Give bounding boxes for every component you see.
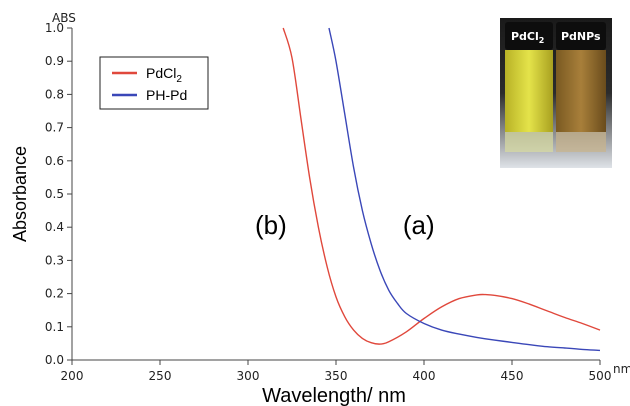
x-tick-label: 400 xyxy=(413,369,436,383)
x-axis-title: Wavelength/ nm xyxy=(262,385,406,406)
y-tick-label: 0.6 xyxy=(45,154,64,168)
vial-pdcl2-liquid xyxy=(505,50,553,132)
y-tick-label: 0.8 xyxy=(45,87,64,101)
series-line-ph-pd xyxy=(328,27,601,352)
x-tick-label: 500 xyxy=(589,369,612,383)
y-tick-label: 0.2 xyxy=(45,287,64,301)
legend-label-ph-pd: PH-Pd xyxy=(146,87,187,103)
photo-label-pdnps: PdNPs xyxy=(561,30,601,43)
x-tick-group: 200 250 300 350 400 450 500 xyxy=(61,360,612,383)
vial-pdnps-cap xyxy=(556,22,606,50)
x-tick-label: 200 xyxy=(61,369,84,383)
annotation-a: (a) xyxy=(403,210,435,240)
y-unit-label: ABS xyxy=(52,11,76,25)
y-tick-label: 0.3 xyxy=(45,253,64,267)
vial-pdnps-base xyxy=(556,132,606,152)
legend: PdCl2 PH-Pd xyxy=(99,56,209,110)
series-line-pdcl2 xyxy=(282,27,601,345)
y-tick-group: 0.0 0.1 0.2 0.3 0.4 0.5 0.6 0.7 0.8 0.9 1.0 xyxy=(45,21,72,367)
y-tick-label: 1.0 xyxy=(45,21,64,35)
vial-pdnps-liquid xyxy=(556,50,606,132)
series-layer xyxy=(282,27,601,352)
y-tick-label: 0.4 xyxy=(45,220,64,234)
vial-pdcl2-base xyxy=(505,132,553,152)
legend-label-pdcl2: PdCl2 xyxy=(146,65,182,85)
x-tick-label: 300 xyxy=(237,369,260,383)
x-tick-label: 450 xyxy=(501,369,524,383)
y-tick-label: 0.0 xyxy=(45,353,64,367)
annotation-b: (b) xyxy=(255,210,287,240)
photo-label-pdcl2: PdCl2 xyxy=(511,30,544,45)
vial-pdcl2-cap xyxy=(505,22,553,50)
y-axis-title: Absorbance xyxy=(10,146,30,242)
inset-vial-photo: PdCl2 PdNPs xyxy=(500,18,612,168)
legend-box xyxy=(99,56,209,110)
x-tick-label: 250 xyxy=(149,369,172,383)
y-tick-label: 0.5 xyxy=(45,187,64,201)
x-unit-label: nm xyxy=(613,362,630,376)
y-tick-label: 0.9 xyxy=(45,54,64,68)
y-tick-label: 0.1 xyxy=(45,320,64,334)
x-tick-label: 350 xyxy=(325,369,348,383)
y-tick-label: 0.7 xyxy=(45,121,64,135)
